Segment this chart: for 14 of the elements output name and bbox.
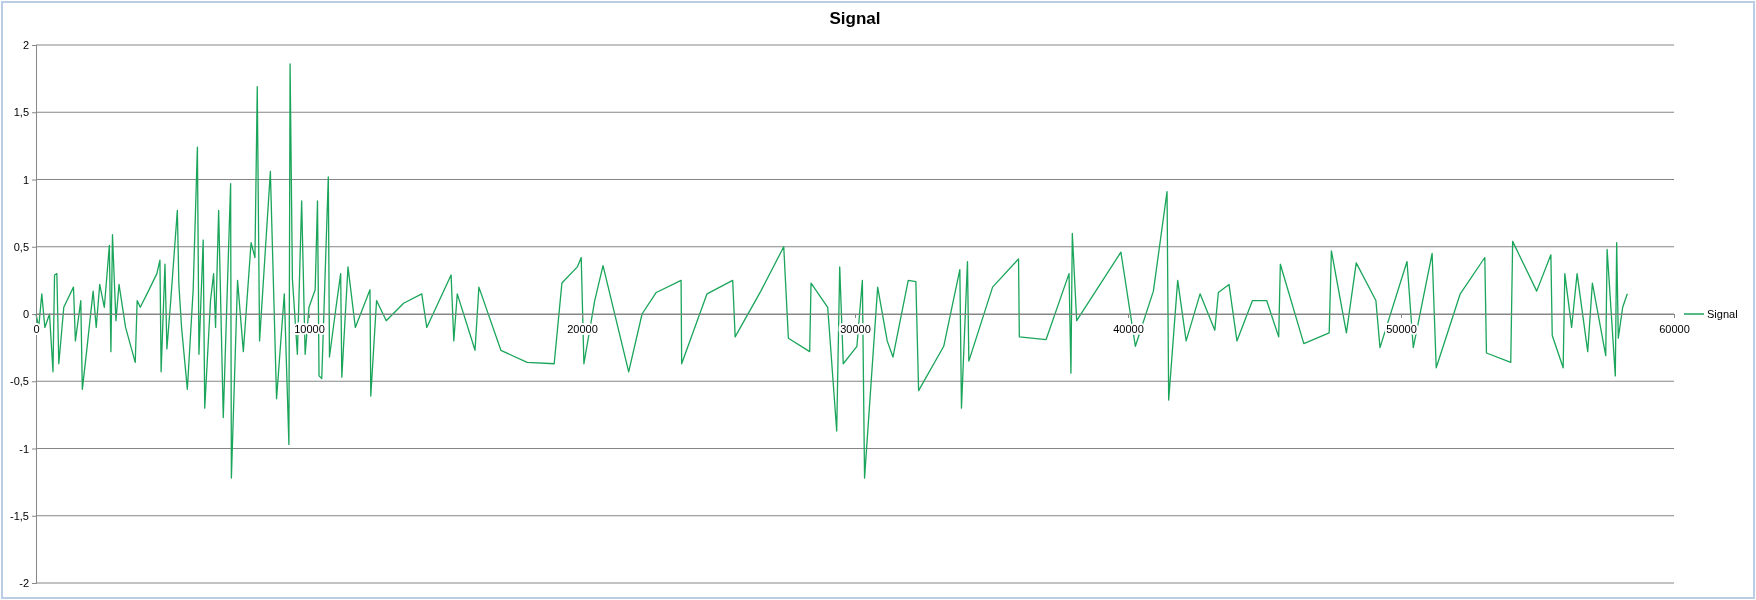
- y-tick-label: 2: [22, 39, 29, 52]
- y-tick-label: -0,5: [10, 375, 29, 388]
- y-tick-label: -1: [19, 442, 29, 455]
- x-tick-label: 60000: [1659, 323, 1690, 336]
- x-tick-label: 0: [33, 323, 40, 336]
- legend-label: Signal: [1707, 308, 1738, 320]
- y-tick-label: 0: [22, 308, 29, 321]
- y-tick-label: 1,5: [13, 106, 29, 119]
- chart-title: Signal: [829, 9, 881, 28]
- y-tick-label: -1,5: [10, 509, 29, 522]
- y-tick-label: 0,5: [13, 240, 29, 253]
- y-tick-label: -2: [19, 577, 29, 590]
- line-series: [35, 63, 1628, 479]
- y-tick-label: 1: [22, 173, 29, 186]
